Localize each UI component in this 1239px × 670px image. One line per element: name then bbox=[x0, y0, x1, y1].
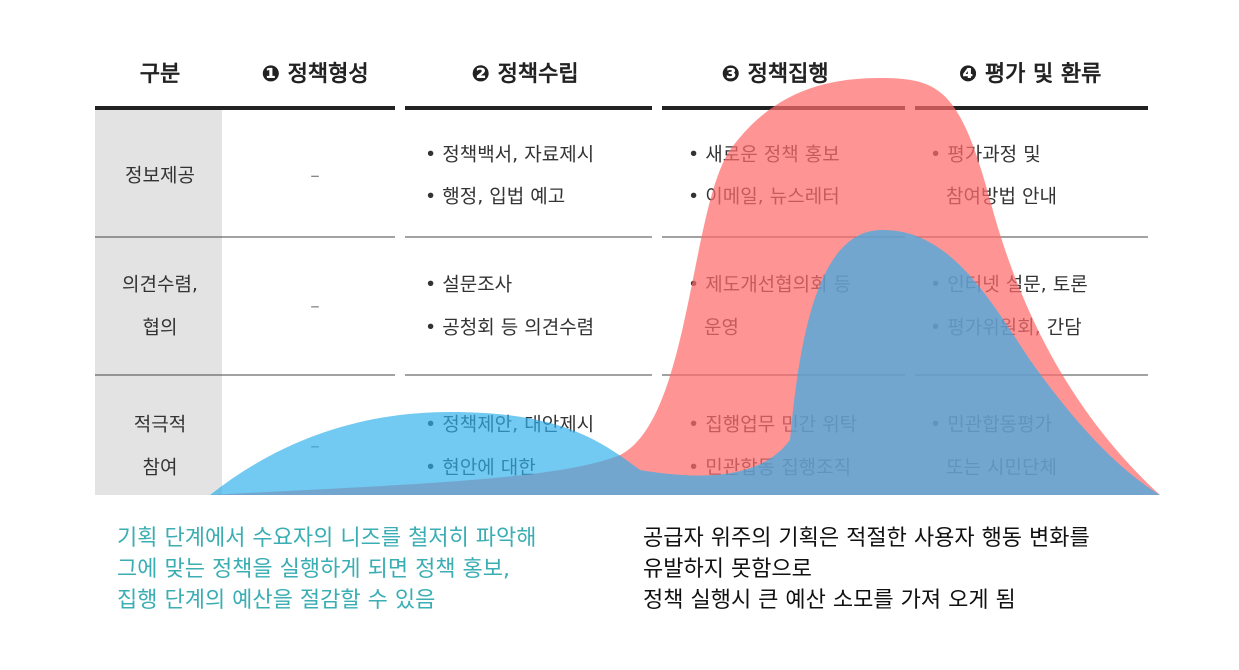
cell-text: • 행정, 입법 예고 bbox=[425, 186, 565, 208]
cell-text: – bbox=[310, 295, 320, 317]
row-label: 참여 bbox=[143, 457, 178, 479]
caption-right: 정책 실행시 큰 예산 소모를 가져 오게 됨 bbox=[643, 588, 1016, 613]
cell-text: • 설문조사 bbox=[425, 274, 512, 296]
row-label: 적극적 bbox=[134, 414, 186, 436]
row-label: 의견수렴, bbox=[122, 274, 198, 296]
caption-left: 집행 단계의 예산을 절감할 수 있음 bbox=[117, 588, 435, 613]
cell-text: • 정책백서, 자료제시 bbox=[425, 144, 594, 166]
cell-text: – bbox=[310, 165, 320, 187]
header-cell: ❹ 평가 및 환류 bbox=[959, 62, 1102, 87]
demand-area bbox=[210, 229, 1160, 496]
label-column-bg bbox=[95, 110, 222, 495]
header-cell: ❶ 정책형성 bbox=[261, 62, 368, 87]
caption-left: 그에 맞는 정책을 실행하게 되면 정책 홍보, bbox=[117, 557, 510, 582]
header-cell: ❷ 정책수립 bbox=[471, 62, 578, 87]
caption-right: 공급자 위주의 기획은 적절한 사용자 행동 변화를 bbox=[643, 526, 1090, 551]
header-cell: 구분 bbox=[140, 62, 180, 87]
caption-right: 유발하지 못함으로 bbox=[643, 557, 812, 582]
cell-text: • 공청회 등 의견수렴 bbox=[425, 317, 594, 339]
row-label: 협의 bbox=[143, 317, 178, 339]
caption-left: 기획 단계에서 수요자의 니즈를 철저히 파악해 bbox=[117, 526, 537, 551]
header-cell: ❸ 정책집행 bbox=[721, 62, 828, 87]
row-label: 정보제공 bbox=[125, 165, 195, 187]
